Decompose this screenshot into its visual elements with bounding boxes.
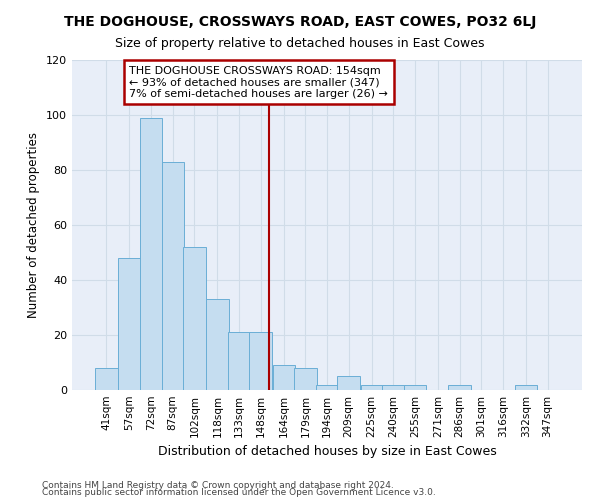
Text: Contains public sector information licensed under the Open Government Licence v3: Contains public sector information licen… (42, 488, 436, 497)
Bar (382, 384, 404, 390)
Bar (250, 332, 272, 390)
Y-axis label: Number of detached properties: Number of detached properties (28, 132, 40, 318)
Text: THE DOGHOUSE CROSSWAYS ROAD: 154sqm
← 93% of detached houses are smaller (347)
7: THE DOGHOUSE CROSSWAYS ROAD: 154sqm ← 93… (130, 66, 388, 98)
Bar (272, 365, 295, 390)
Bar (316, 384, 338, 390)
Bar (161, 162, 184, 390)
Bar (95, 368, 118, 390)
Text: Contains HM Land Registry data © Crown copyright and database right 2024.: Contains HM Land Registry data © Crown c… (42, 480, 394, 490)
Bar (361, 384, 383, 390)
Bar (228, 332, 250, 390)
Bar (118, 258, 140, 390)
Bar (404, 384, 426, 390)
Bar (448, 384, 471, 390)
Bar (337, 376, 360, 390)
Bar (140, 118, 162, 390)
Bar (206, 299, 229, 390)
Text: THE DOGHOUSE, CROSSWAYS ROAD, EAST COWES, PO32 6LJ: THE DOGHOUSE, CROSSWAYS ROAD, EAST COWES… (64, 15, 536, 29)
Bar (515, 384, 537, 390)
Text: Size of property relative to detached houses in East Cowes: Size of property relative to detached ho… (115, 38, 485, 51)
X-axis label: Distribution of detached houses by size in East Cowes: Distribution of detached houses by size … (158, 446, 496, 458)
Bar (294, 368, 317, 390)
Bar (183, 247, 206, 390)
